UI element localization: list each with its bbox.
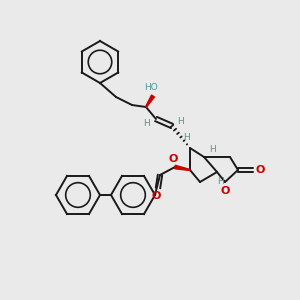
Polygon shape: [146, 95, 154, 107]
Text: HO: HO: [144, 83, 158, 92]
Text: H: H: [218, 178, 224, 187]
Text: O: O: [151, 191, 161, 201]
Text: O: O: [255, 165, 265, 175]
Text: H: H: [208, 145, 215, 154]
Text: O: O: [220, 186, 230, 196]
Polygon shape: [175, 165, 190, 170]
Text: O: O: [168, 154, 178, 164]
Text: H: H: [178, 116, 184, 125]
Text: H: H: [144, 118, 150, 127]
Text: H: H: [183, 134, 189, 142]
